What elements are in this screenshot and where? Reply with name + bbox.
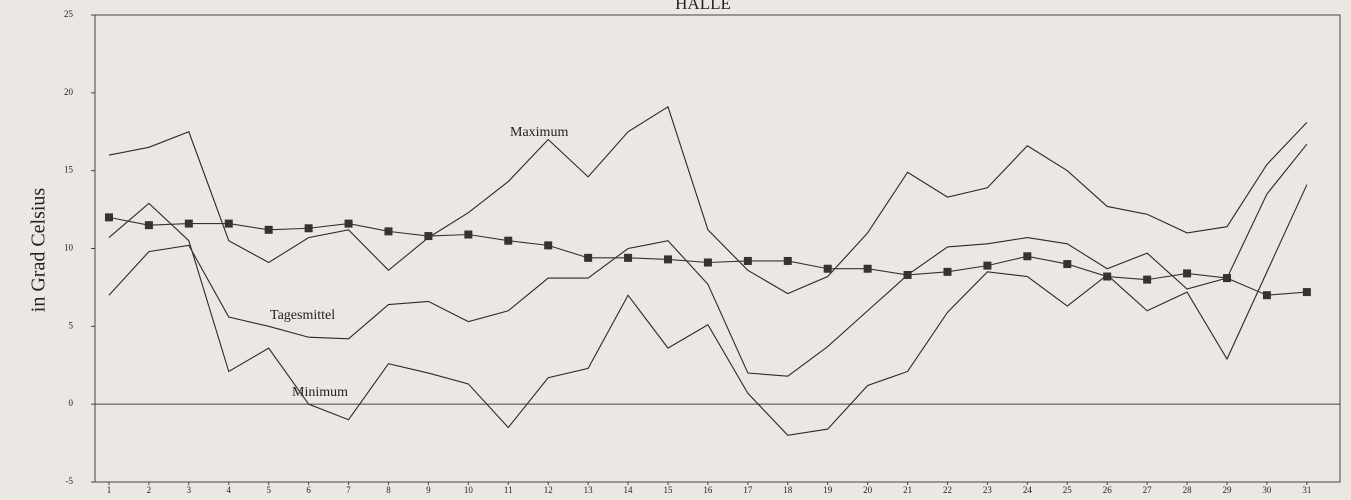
marker — [1302, 288, 1311, 297]
x-tick-label: 15 — [663, 485, 673, 495]
y-tick-label: 10 — [64, 243, 74, 253]
x-tick-label: 29 — [1222, 485, 1232, 495]
x-tick-label: 14 — [624, 485, 634, 495]
marker — [344, 219, 353, 228]
marker — [464, 230, 473, 239]
marker — [504, 236, 513, 245]
chart-title: HALLE — [675, 0, 731, 13]
x-tick-label: 21 — [903, 485, 912, 495]
marker — [663, 255, 672, 264]
y-tick-label: 15 — [64, 165, 74, 175]
x-tick-label: 28 — [1183, 485, 1193, 495]
x-tick-label: 13 — [584, 485, 594, 495]
series-line — [108, 106, 1308, 295]
x-tick-label: 19 — [823, 485, 833, 495]
marker — [1103, 272, 1112, 281]
marker — [983, 261, 992, 270]
x-tick-label: 26 — [1103, 485, 1113, 495]
x-tick-label: 17 — [743, 485, 753, 495]
marker — [703, 258, 712, 267]
x-tick-label: 30 — [1262, 485, 1272, 495]
y-tick-label: 20 — [64, 87, 74, 97]
marker — [224, 219, 233, 228]
annotation: Minimum — [292, 385, 348, 400]
marker — [1262, 291, 1271, 300]
marker — [104, 213, 113, 222]
x-tick-label: 3 — [187, 485, 192, 495]
marker — [943, 267, 952, 276]
marker — [1143, 275, 1152, 284]
x-tick-label: 2 — [147, 485, 152, 495]
y-tick-label: 5 — [69, 320, 74, 330]
y-tick-label: 25 — [64, 9, 74, 19]
x-tick-label: 1 — [107, 485, 112, 495]
marker — [783, 256, 792, 265]
marker — [384, 227, 393, 236]
x-tick-label: 12 — [544, 485, 553, 495]
marker — [1023, 252, 1032, 261]
marker — [903, 270, 912, 279]
x-tick-label: 31 — [1302, 485, 1311, 495]
marker — [863, 264, 872, 273]
y-tick-label: 0 — [69, 398, 74, 408]
x-tick-label: 11 — [504, 485, 513, 495]
marker — [304, 224, 313, 233]
y-axis-label: in Grad Celsius — [28, 188, 50, 313]
x-tick-label: 16 — [703, 485, 713, 495]
marker — [544, 241, 553, 250]
x-tick-label: 27 — [1143, 485, 1153, 495]
x-tick-label: 23 — [983, 485, 993, 495]
y-tick-label: -5 — [66, 476, 74, 486]
x-tick-label: 18 — [783, 485, 793, 495]
marker — [264, 225, 273, 234]
marker — [184, 219, 193, 228]
marker — [823, 264, 832, 273]
marker — [743, 256, 752, 265]
marker — [1222, 274, 1231, 283]
x-tick-label: 10 — [464, 485, 474, 495]
x-tick-label: 24 — [1023, 485, 1033, 495]
annotation: Maximum — [510, 125, 568, 140]
x-tick-label: 9 — [426, 485, 431, 495]
annotation: Tagesmittel — [270, 308, 335, 323]
x-tick-label: 4 — [227, 485, 232, 495]
x-tick-label: 20 — [863, 485, 873, 495]
marker — [1063, 260, 1072, 269]
marker — [424, 232, 433, 241]
marker — [144, 221, 153, 230]
x-tick-label: 7 — [346, 485, 351, 495]
marker — [584, 253, 593, 262]
x-tick-label: 22 — [943, 485, 952, 495]
x-tick-label: 6 — [306, 485, 311, 495]
series-line — [108, 143, 1308, 377]
marker — [624, 253, 633, 262]
x-tick-label: 5 — [266, 485, 271, 495]
x-tick-label: 25 — [1063, 485, 1073, 495]
marker — [1183, 269, 1192, 278]
x-tick-label: 8 — [386, 485, 391, 495]
